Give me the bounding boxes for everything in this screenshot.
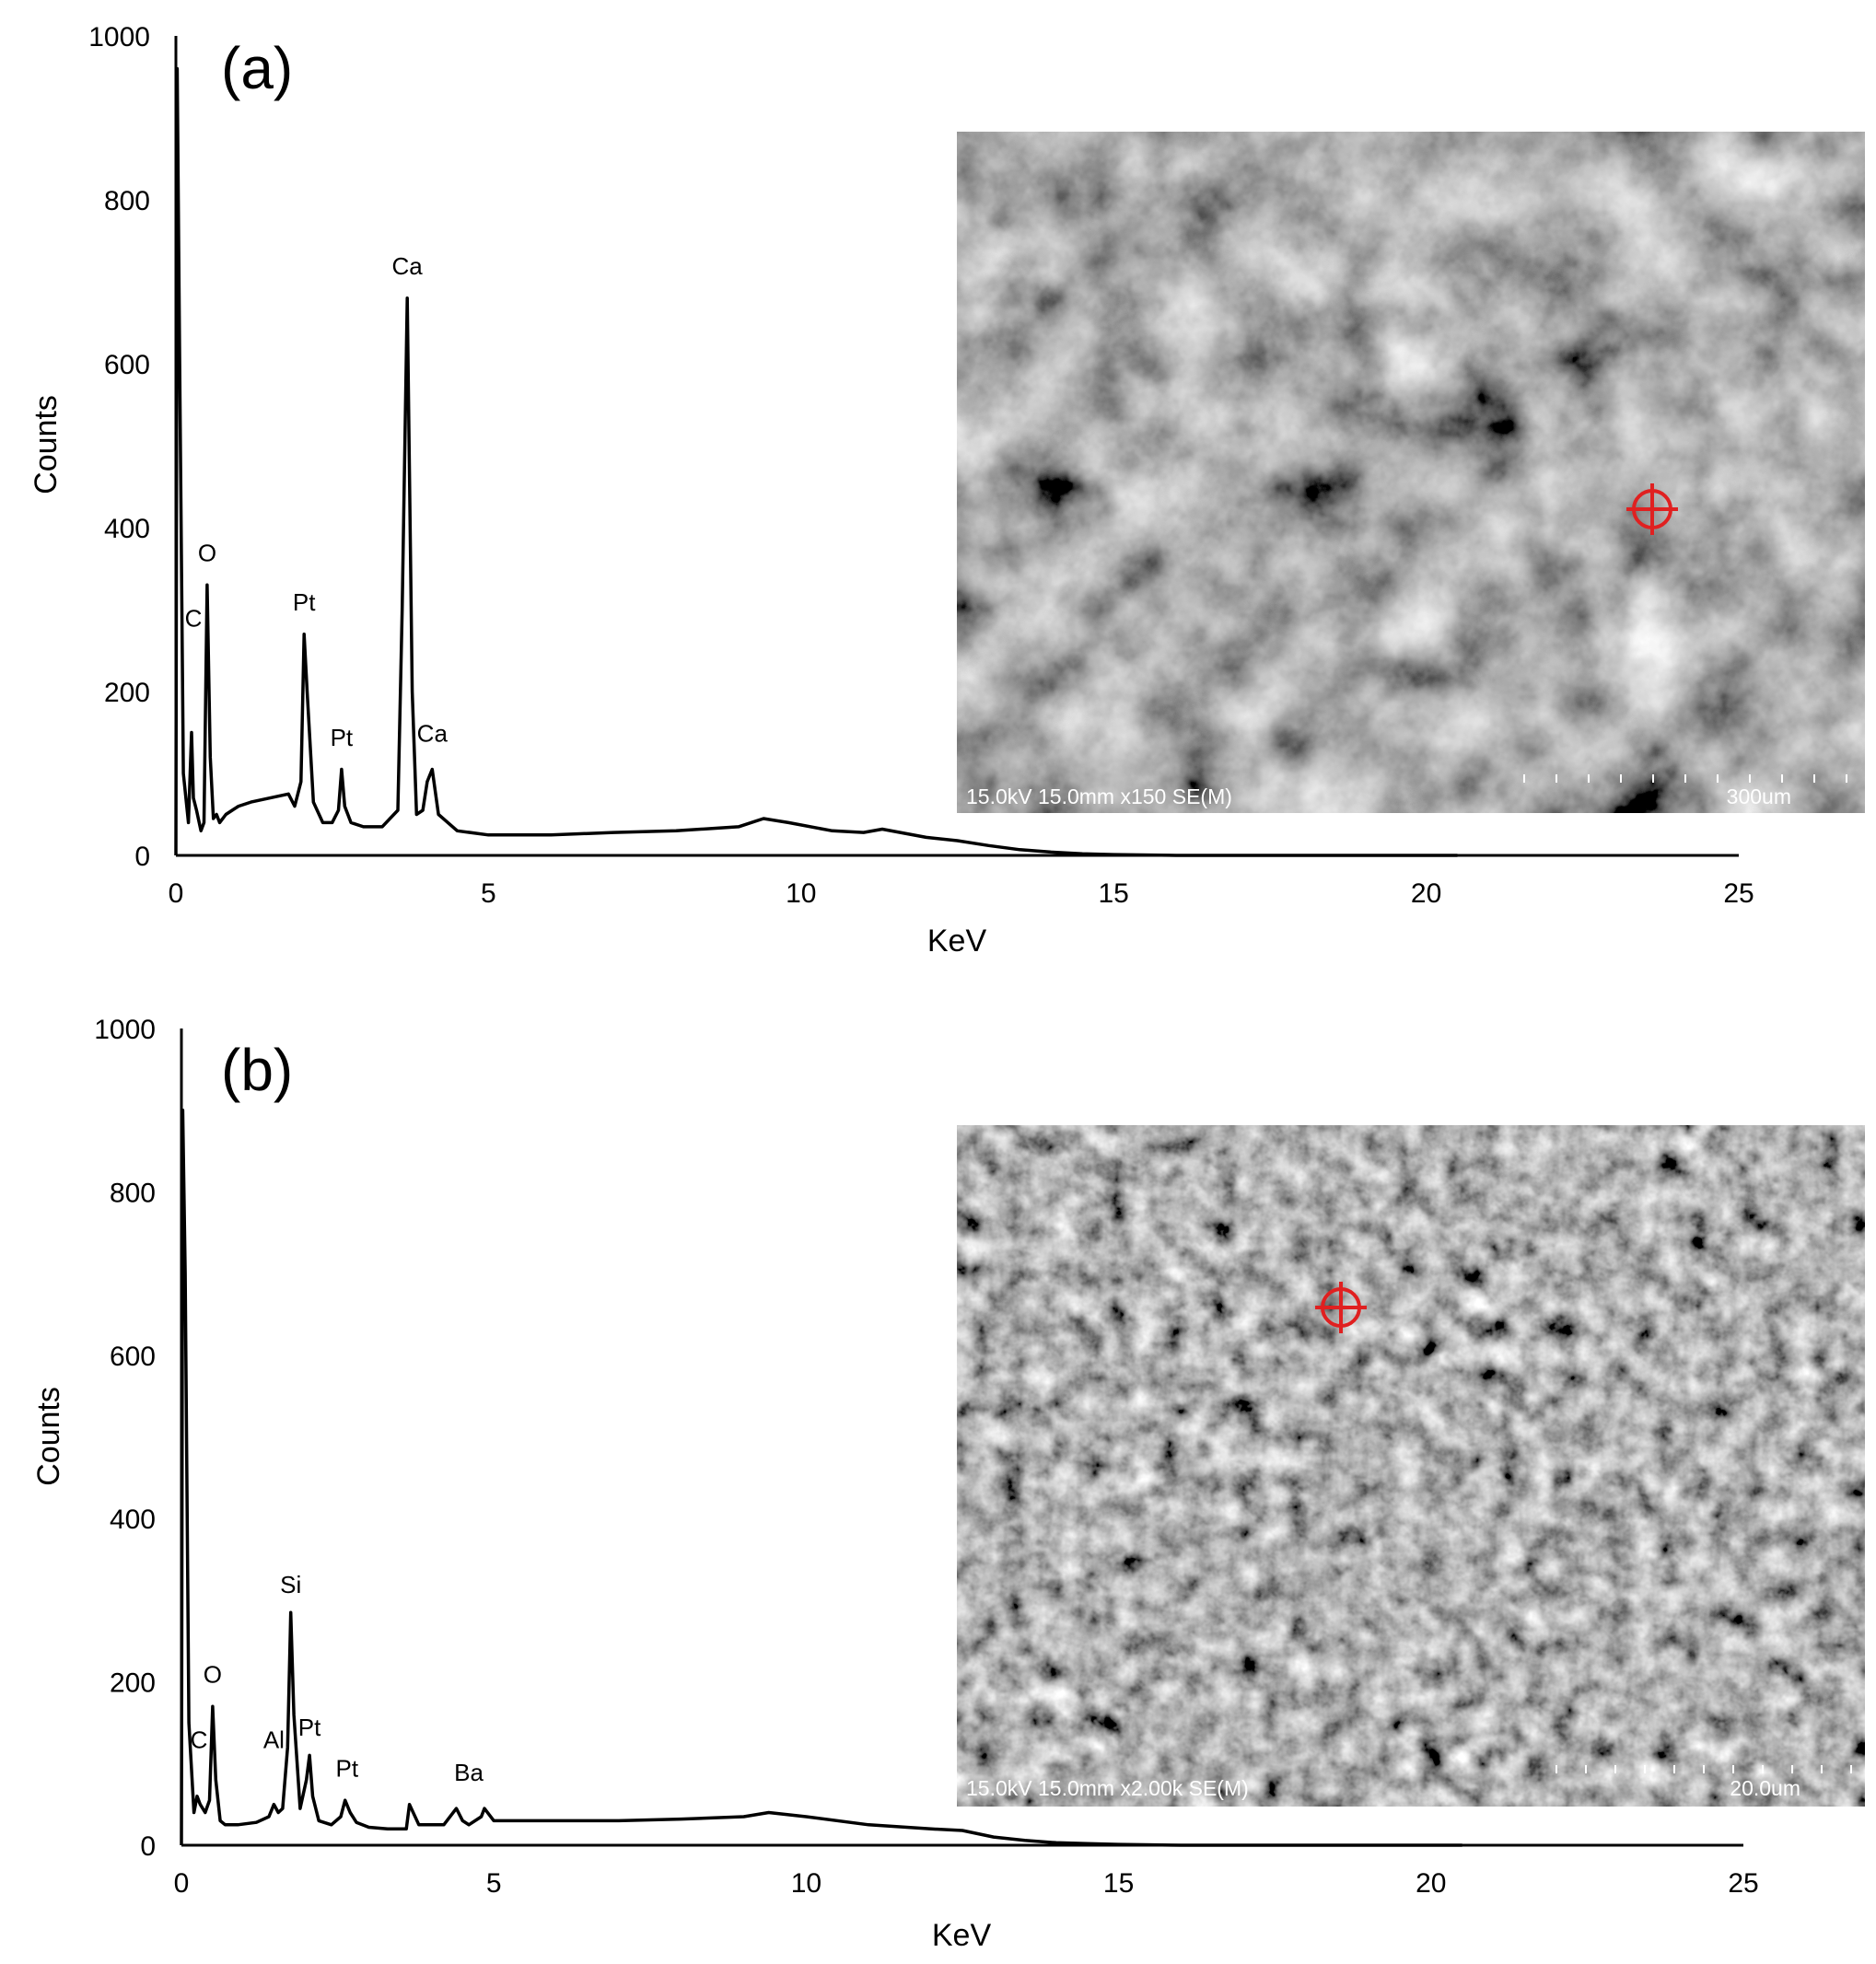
y-tick-label: 0: [140, 1831, 156, 1862]
x-tick-label: 25: [1728, 1868, 1758, 1899]
peak-label: O: [198, 540, 216, 567]
x-tick-label: 0: [174, 1868, 190, 1899]
peak-label: Pt: [335, 1754, 358, 1782]
panel-a: (a) Counts KeV 0 200 400 600 800 1000 0 5 10 15 2…: [29, 22, 1865, 959]
y-ticks-a: 0 200 400 600 800 1000: [88, 22, 150, 872]
x-tick-label: 20: [1416, 1868, 1446, 1899]
peak-label: Ca: [392, 252, 424, 280]
panel-label-b: (b): [221, 1037, 293, 1103]
peak-label: Pt: [298, 1714, 321, 1741]
y-axis-label-a: Counts: [29, 395, 64, 494]
y-tick-label: 1000: [88, 22, 150, 52]
y-axis-label-b: Counts: [31, 1387, 66, 1486]
peak-label: C: [191, 1726, 208, 1753]
y-tick-label: 400: [110, 1505, 156, 1535]
peak-label: C: [185, 605, 203, 633]
inset-sem-a: 15.0kV 15.0mm x150 SE(M) 300um: [957, 132, 1865, 813]
peak-label: Ca: [417, 719, 449, 747]
x-tick-label: 20: [1411, 878, 1441, 909]
y-tick-label: 200: [110, 1668, 156, 1699]
sem-caption-b: 15.0kV 15.0mm x2.00k SE(M): [966, 1776, 1249, 1800]
x-tick-label: 5: [481, 878, 496, 909]
peak-label: Al: [263, 1726, 285, 1753]
peak-label: O: [204, 1660, 222, 1688]
y-ticks-b: 0 200 400 600 800 1000: [94, 1015, 156, 1862]
scale-bar-b: [1556, 1765, 1852, 1773]
sem-scale-label-a: 300um: [1727, 784, 1791, 808]
peak-label: Pt: [331, 724, 354, 751]
x-ticks-a: 0 5 10 15 20 25: [169, 878, 1754, 909]
target-marker-icon: [1626, 483, 1678, 535]
x-tick-label: 10: [786, 878, 816, 909]
x-tick-label: 15: [1099, 878, 1129, 909]
x-tick-label: 25: [1723, 878, 1754, 909]
sem-scale-label-b: 20.0um: [1730, 1776, 1800, 1800]
y-tick-label: 600: [110, 1342, 156, 1372]
peak-label: Ba: [454, 1759, 484, 1786]
x-tick-label: 5: [486, 1868, 502, 1899]
scale-bar-a: [1523, 774, 1847, 783]
x-axis-label-b: KeV: [932, 1918, 992, 1953]
y-tick-label: 800: [110, 1178, 156, 1208]
panel-b: (b) Counts KeV 0 200 400 600 800 1000 0 5 10 15 2…: [31, 1015, 1865, 1953]
spectrum-line-a: [174, 66, 1458, 857]
sem-image-b: [957, 1125, 1865, 1807]
sem-image-a: [957, 132, 1865, 813]
x-tick-label: 0: [169, 878, 184, 909]
inset-sem-b: 15.0kV 15.0mm x2.00k SE(M) 20.0um: [957, 1125, 1865, 1807]
sem-caption-a: 15.0kV 15.0mm x150 SE(M): [966, 784, 1232, 808]
panel-label-a: (a): [221, 35, 293, 101]
y-tick-label: 800: [104, 186, 150, 216]
x-tick-label: 15: [1103, 1868, 1134, 1899]
peak-labels-b: C O Al Si Pt Pt Ba: [191, 1571, 484, 1786]
spectrum-line-b: [180, 1108, 1462, 1847]
peak-labels-a: C O Pt Pt Ca Ca: [185, 252, 449, 751]
peak-label: Pt: [293, 588, 316, 616]
y-tick-label: 0: [134, 842, 150, 872]
target-marker-icon: [1315, 1282, 1367, 1333]
x-tick-label: 10: [791, 1868, 821, 1899]
x-axis-label-a: KeV: [927, 924, 987, 959]
y-tick-label: 600: [104, 350, 150, 380]
peak-label: Si: [280, 1571, 301, 1598]
x-ticks-b: 0 5 10 15 20 25: [174, 1868, 1759, 1899]
y-tick-label: 1000: [94, 1015, 156, 1045]
y-tick-label: 400: [104, 514, 150, 544]
y-tick-label: 200: [104, 678, 150, 708]
